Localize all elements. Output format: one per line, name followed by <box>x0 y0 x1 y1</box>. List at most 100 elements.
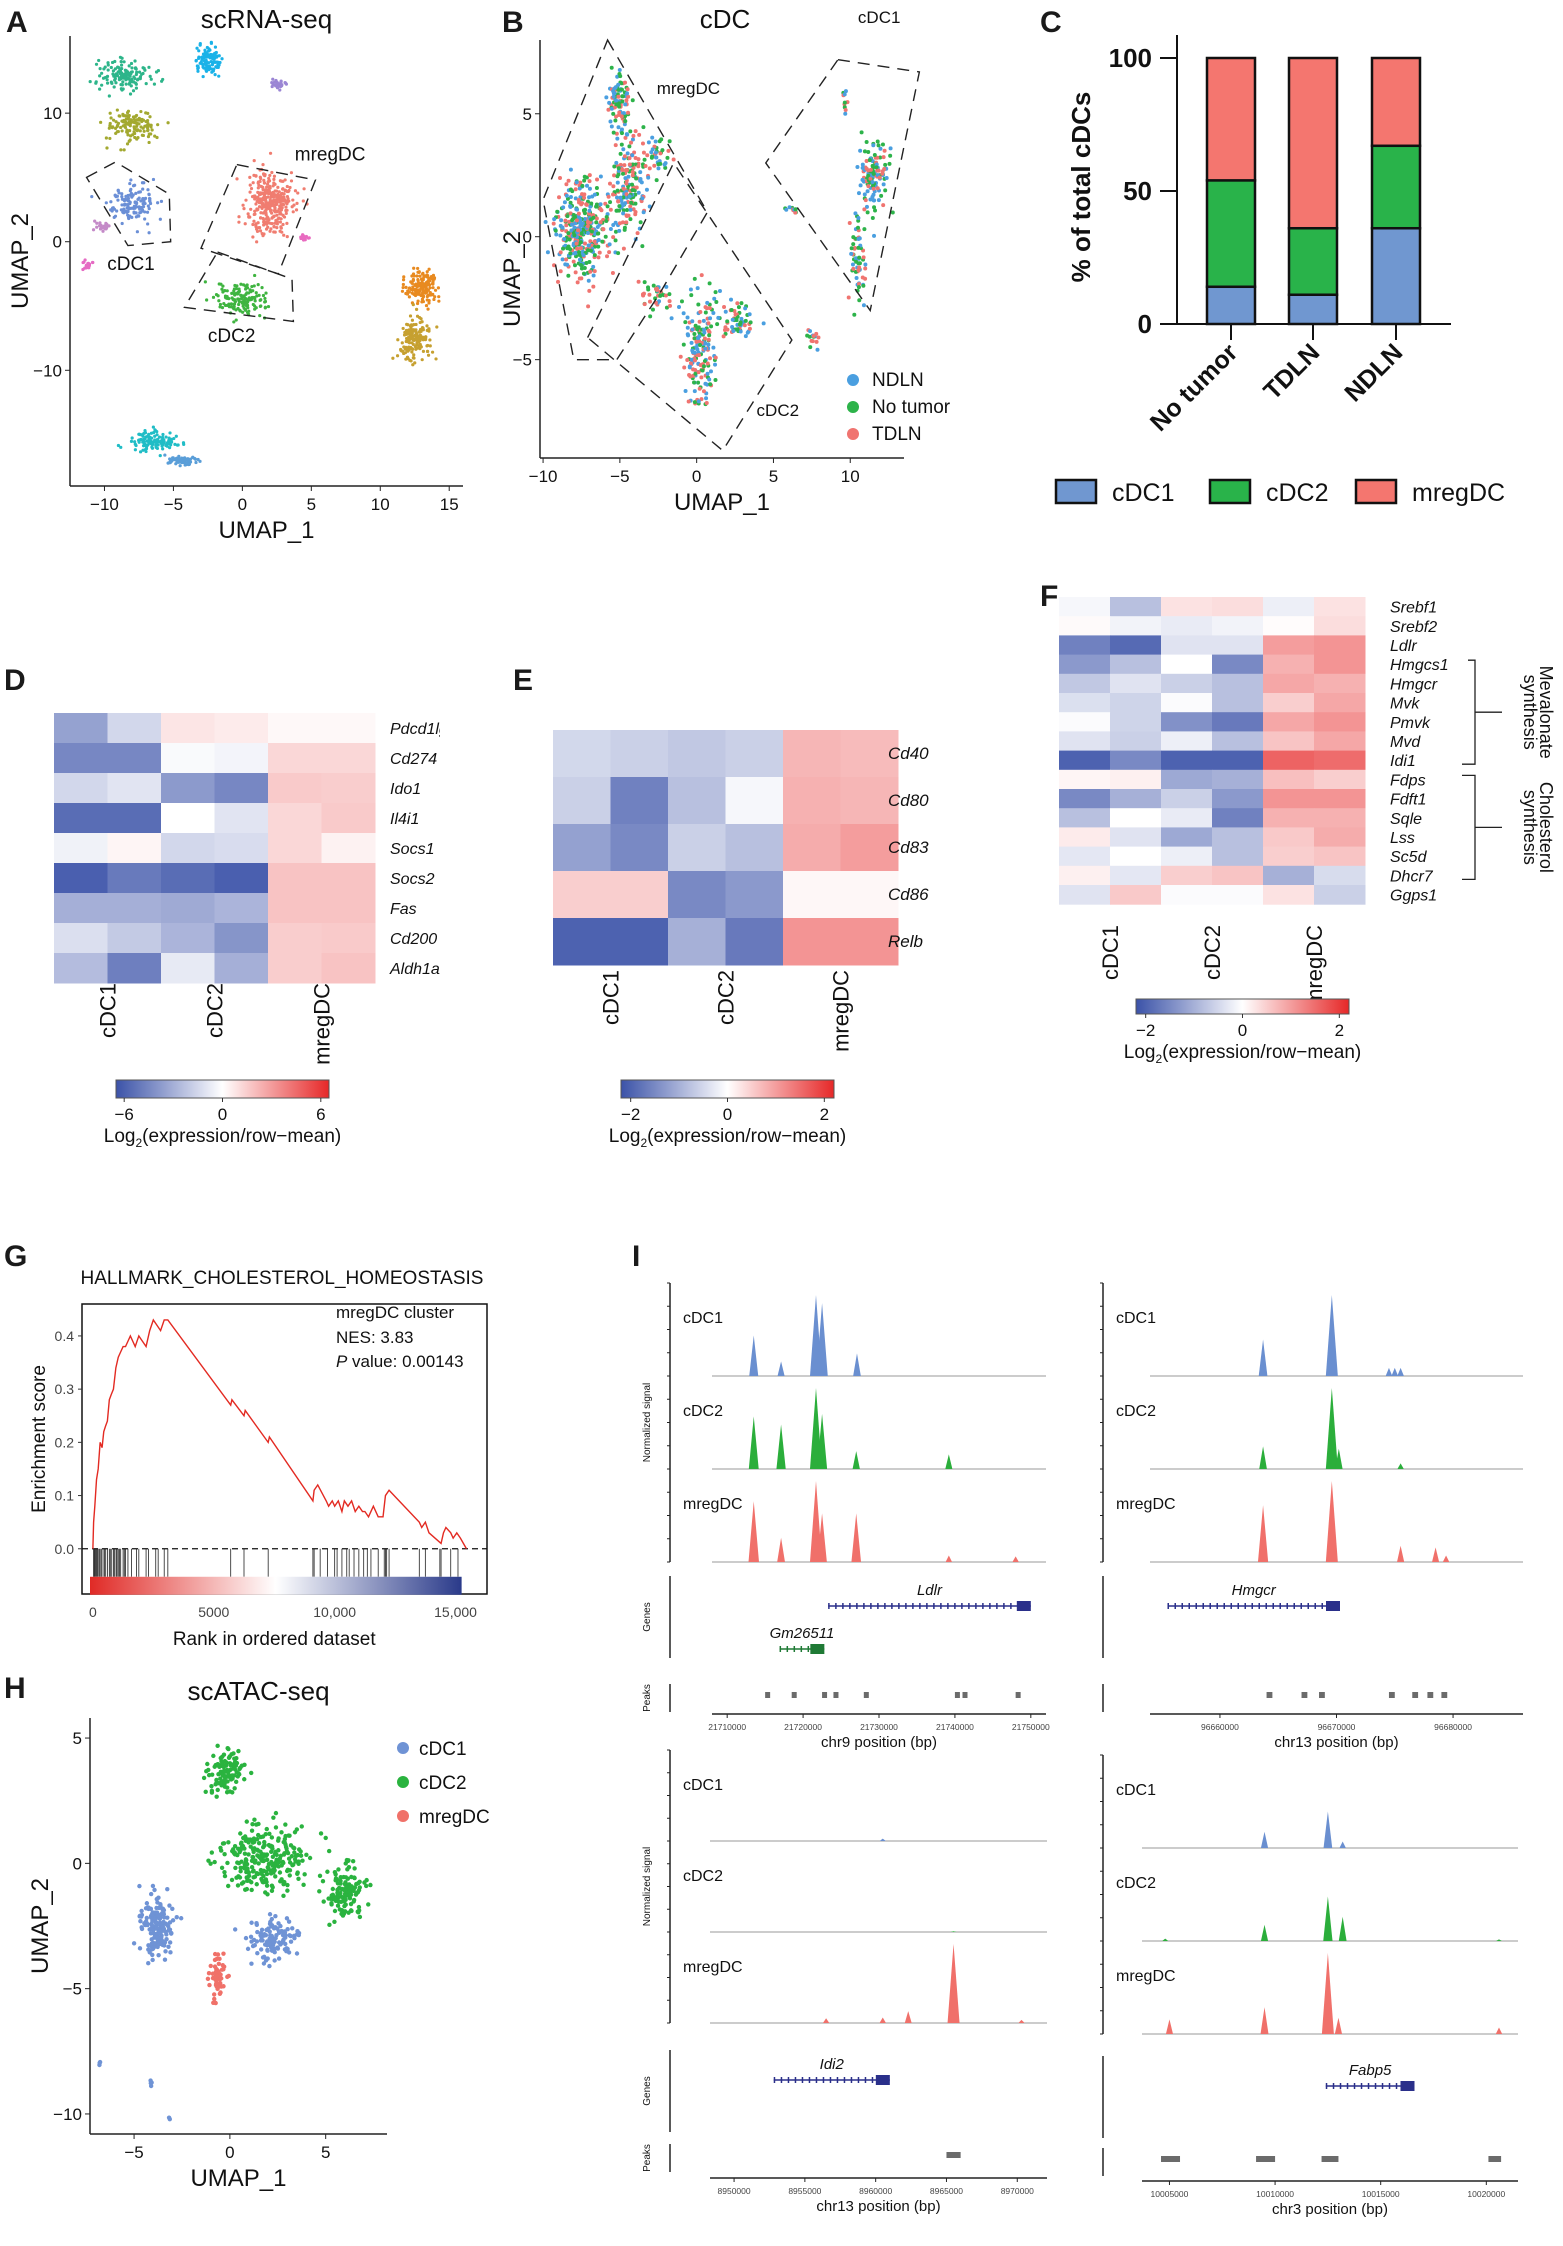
scatter-point <box>133 76 137 81</box>
scatter-point <box>242 1762 247 1767</box>
scatter-point <box>236 1748 241 1754</box>
scatter-point <box>884 176 889 181</box>
scatter-point <box>584 183 589 188</box>
scatter-point <box>259 1927 265 1932</box>
scatter-point <box>658 151 663 156</box>
scatter-point <box>124 69 128 73</box>
scatter-point <box>628 129 633 134</box>
gene-exon <box>1167 1603 1169 1609</box>
scatter-point <box>610 270 615 275</box>
scatter-point <box>703 346 708 351</box>
heatmap-cell <box>268 743 322 774</box>
scatter-point <box>413 288 418 293</box>
scatter-point <box>851 242 856 247</box>
scatter-point <box>272 1958 277 1963</box>
scatter-point <box>618 195 623 200</box>
x-tick-label: −10 <box>529 467 558 486</box>
heatmap-cell <box>610 871 669 919</box>
scatter-point <box>865 210 870 215</box>
scatter-point <box>564 257 569 262</box>
scatter-point <box>843 108 848 113</box>
scatter-point <box>272 225 276 229</box>
x-tick-label: −10 <box>90 495 119 514</box>
heatmap-cell <box>1110 885 1162 905</box>
scatter-point <box>686 333 691 338</box>
scatter-point <box>564 223 569 228</box>
scatter-point <box>111 72 115 76</box>
scatter-point <box>109 208 113 212</box>
scatter-point <box>269 1944 274 1950</box>
scatter-point <box>630 170 635 175</box>
scatter-point <box>270 170 274 175</box>
heatmap-cell <box>1161 846 1213 867</box>
x-tick-label: 0 <box>692 467 701 486</box>
scatter-point <box>416 279 420 283</box>
scatter-point <box>234 1769 239 1775</box>
heatmap-cell <box>161 743 215 774</box>
scatter-point <box>870 163 875 168</box>
scatter-point <box>147 193 151 197</box>
plot-title: scRNA-seq <box>201 4 332 34</box>
scatter-point <box>615 188 620 193</box>
heatmap-cell <box>1110 865 1162 886</box>
scatter-point <box>594 186 599 191</box>
scatter-point <box>108 124 112 128</box>
scatter-point <box>243 222 247 226</box>
scatter-point <box>159 1935 164 1940</box>
scatter-point <box>856 215 861 220</box>
scatter-point <box>161 1907 167 1913</box>
scatter-point <box>620 203 625 208</box>
y-tick-label: 50 <box>1123 176 1152 206</box>
scatter-point <box>595 231 600 236</box>
x-tick-label: 21750000 <box>1012 1722 1050 1732</box>
scatter-point <box>604 215 609 220</box>
peak-region <box>833 1692 839 1698</box>
scatter-point <box>890 210 895 215</box>
scatter-point <box>615 136 620 141</box>
scatter-point <box>849 251 854 256</box>
scatter-point <box>165 1915 170 1920</box>
scatter-point <box>343 1889 348 1894</box>
scatter-point <box>647 204 652 209</box>
scatter-point <box>144 1901 150 1906</box>
scatter-point <box>98 67 102 71</box>
scatter-point <box>603 234 608 239</box>
scatter-point <box>248 297 252 301</box>
scatter-point <box>362 1880 367 1885</box>
bar-segment-cdc2 <box>1205 179 1257 289</box>
scatter-point <box>127 77 131 81</box>
scatter-point <box>170 1906 175 1911</box>
heatmap-cell <box>1314 597 1366 617</box>
scatter-point <box>704 396 709 401</box>
scatter-point <box>731 328 736 333</box>
row-label: Il4i1 <box>390 811 419 828</box>
scatter-point <box>574 218 579 223</box>
scatter-point <box>612 173 617 178</box>
scatter-point <box>707 306 712 311</box>
scatter-point <box>296 1876 301 1881</box>
scatter-point <box>412 353 416 357</box>
scatter-point <box>124 117 128 121</box>
scatter-point <box>592 192 597 197</box>
scatter-point <box>224 1790 230 1795</box>
scatter-point <box>158 217 162 221</box>
scatter-point <box>283 188 288 192</box>
scatter-point <box>206 55 210 59</box>
scatter-point <box>278 1929 283 1934</box>
scatter-point <box>609 106 614 111</box>
scatter-point <box>157 1939 162 1944</box>
scatter-point <box>807 334 812 339</box>
heatmap-cell <box>161 893 215 924</box>
heatmap-cell <box>1110 827 1162 848</box>
scatter-point <box>256 195 260 199</box>
gene-exon <box>1353 2083 1356 2089</box>
peak-region <box>1161 2156 1181 2162</box>
scatter-point <box>725 327 730 332</box>
scatter-point <box>208 1963 213 1969</box>
scatter-point <box>155 446 160 451</box>
row-label: Aldh1a2 <box>389 961 440 978</box>
scatter-point <box>212 1996 217 2002</box>
scatter-point <box>242 298 246 302</box>
gene-exon <box>1195 1603 1197 1609</box>
scatter-point <box>281 213 285 217</box>
